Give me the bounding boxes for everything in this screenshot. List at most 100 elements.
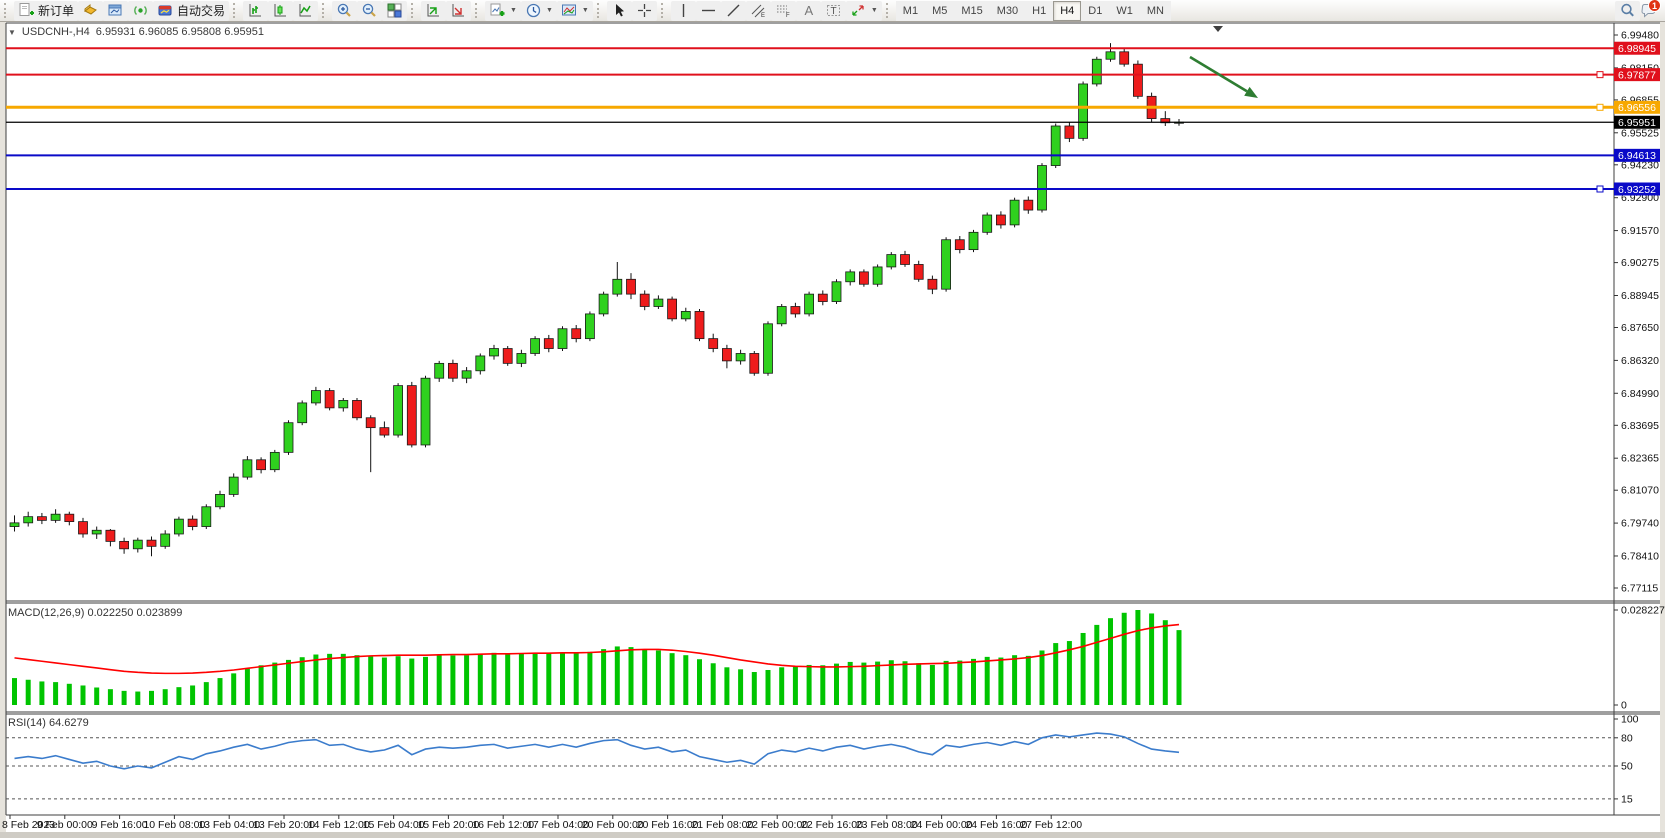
- price-chart-canvas[interactable]: 6.994806.981506.968556.955256.942306.929…: [0, 22, 1665, 838]
- svg-text:6.95951: 6.95951: [1618, 117, 1656, 129]
- timeframe-m1[interactable]: M1: [895, 0, 926, 21]
- svg-text:6.87650: 6.87650: [1621, 322, 1659, 334]
- windows-group: [419, 0, 473, 22]
- zoom-out-button[interactable]: [357, 0, 383, 21]
- zoom-in-button[interactable]: [332, 0, 358, 21]
- svg-text:E: E: [761, 13, 765, 19]
- timeframe-h1[interactable]: H1: [1025, 0, 1054, 21]
- equidistant-channel-icon: E: [751, 4, 765, 19]
- auto-trading-button[interactable]: 自动交易: [153, 0, 230, 21]
- horizontal-lines[interactable]: 6.98945 6.97877 6.96556 6.95951 6.94613 6.932…: [6, 41, 1660, 196]
- auto-trading-icon: [158, 5, 172, 16]
- svg-text:6.84990: 6.84990: [1621, 388, 1659, 400]
- bar-chart-button[interactable]: [243, 0, 269, 21]
- arrows-button[interactable]: ▼: [845, 0, 882, 21]
- candlestick-series[interactable]: [9, 43, 1184, 557]
- period-button[interactable]: ▼: [520, 0, 557, 21]
- toolbar-grip[interactable]: [475, 3, 480, 18]
- line-chart-icon: [299, 4, 312, 17]
- svg-text:6.83695: 6.83695: [1621, 420, 1659, 432]
- svg-text:6.77115: 6.77115: [1621, 582, 1658, 594]
- svg-text:50: 50: [1621, 761, 1633, 773]
- notification-badge: 1: [1648, 0, 1661, 12]
- svg-text:16 Feb 12:00: 16 Feb 12:00: [472, 819, 534, 831]
- fibonacci-button[interactable]: F: [770, 0, 796, 21]
- svg-text:0.028227: 0.028227: [1621, 604, 1665, 616]
- svg-text:22 Feb 16:00: 22 Feb 16:00: [801, 819, 863, 831]
- svg-text:8 Feb 2023: 8 Feb 2023: [2, 819, 55, 831]
- template-icon: [561, 4, 576, 16]
- new-order-button[interactable]: 新订单: [14, 0, 79, 21]
- chart-shift-marker[interactable]: [1213, 26, 1223, 32]
- search-button[interactable]: [1615, 0, 1640, 21]
- svg-text:6.94613: 6.94613: [1618, 150, 1656, 162]
- equidistant-channel-button[interactable]: E: [745, 0, 771, 21]
- svg-text:6.79740: 6.79740: [1621, 518, 1659, 530]
- timeframe-h4[interactable]: H4: [1053, 0, 1082, 21]
- indicators-window-icon: [427, 4, 440, 17]
- indicators-window-button[interactable]: [421, 0, 447, 21]
- resistance-line-2-price-badge: [1614, 68, 1660, 82]
- svg-text:A: A: [804, 3, 813, 18]
- toolbar-grip[interactable]: [660, 3, 666, 18]
- macd-signal-line[interactable]: [14, 623, 1180, 675]
- timeframe-w1[interactable]: W1: [1109, 0, 1140, 21]
- trendline-icon: [727, 4, 740, 17]
- svg-text:10 Feb 08:00: 10 Feb 08:00: [143, 819, 205, 831]
- text-button[interactable]: A: [795, 0, 821, 21]
- market-watch-button[interactable]: [78, 0, 104, 21]
- svg-text:13 Feb 20:00: 13 Feb 20:00: [253, 819, 315, 831]
- cursor-button[interactable]: [606, 0, 632, 21]
- candlestick-chart-button[interactable]: [268, 0, 294, 21]
- text-label-button[interactable]: T: [820, 0, 846, 21]
- signals-button[interactable]: [128, 0, 154, 21]
- charts-window-icon: [108, 4, 122, 16]
- svg-text:6.91570: 6.91570: [1621, 225, 1659, 237]
- toolbar-grip[interactable]: [596, 3, 602, 18]
- rsi-panel[interactable]: [6, 732, 1614, 800]
- new-order-icon: [19, 3, 34, 16]
- zoom-out-icon: [362, 3, 376, 17]
- arrows-icon: [852, 5, 864, 16]
- timeframe-m15[interactable]: M15: [954, 0, 990, 21]
- svg-text:6.82365: 6.82365: [1621, 453, 1659, 465]
- crosshair-button[interactable]: [631, 0, 657, 21]
- toolbar-grip[interactable]: [233, 3, 238, 18]
- svg-text:6.86320: 6.86320: [1621, 355, 1659, 367]
- vertical-line-button[interactable]: [670, 0, 696, 21]
- trendline-button[interactable]: [720, 0, 746, 21]
- dropdown-caret: ▼: [545, 7, 553, 14]
- svg-text:15 Feb 20:00: 15 Feb 20:00: [417, 819, 479, 831]
- zoom-in-icon: [337, 3, 351, 17]
- macd-histogram[interactable]: [12, 609, 1182, 705]
- horizontal-line-button[interactable]: [695, 0, 721, 21]
- svg-text:6.99480: 6.99480: [1621, 30, 1659, 42]
- charts-window-button[interactable]: [103, 0, 129, 21]
- macd-axis[interactable]: 0.028227 0: [1614, 604, 1665, 712]
- toolbar-grip[interactable]: [411, 3, 416, 18]
- tile-windows-button[interactable]: [382, 0, 408, 21]
- objects-window-button[interactable]: [446, 0, 472, 21]
- svg-text:9 Feb 16:00: 9 Feb 16:00: [92, 819, 148, 831]
- period-icon: [526, 3, 541, 18]
- svg-text:15 Feb 04:00: 15 Feb 04:00: [363, 819, 425, 831]
- svg-text:6.94230: 6.94230: [1621, 159, 1659, 171]
- toolbar-grip[interactable]: [322, 3, 327, 18]
- toolbar-grip[interactable]: [885, 3, 891, 18]
- resistance-line-2-handle: [1596, 71, 1604, 79]
- timeframe-mn[interactable]: MN: [1139, 0, 1171, 21]
- timeframe-m30[interactable]: M30: [989, 0, 1026, 21]
- chat-button[interactable]: 1: [1640, 0, 1661, 19]
- svg-text:15: 15: [1621, 793, 1633, 805]
- add-indicator-icon: [490, 3, 505, 16]
- toolbar-grip[interactable]: [4, 3, 9, 18]
- line-chart-button[interactable]: [293, 0, 319, 21]
- timeframe-d1[interactable]: D1: [1081, 0, 1110, 21]
- timeframe-m5[interactable]: M5: [925, 0, 955, 21]
- template-button[interactable]: ▼: [556, 0, 593, 21]
- bar-chart-icon: [249, 4, 262, 17]
- add-indicator-button[interactable]: ▼: [485, 0, 521, 21]
- rsi-axis[interactable]: 100 80 50 15: [1614, 714, 1639, 806]
- trend-arrow[interactable]: [1189, 55, 1258, 98]
